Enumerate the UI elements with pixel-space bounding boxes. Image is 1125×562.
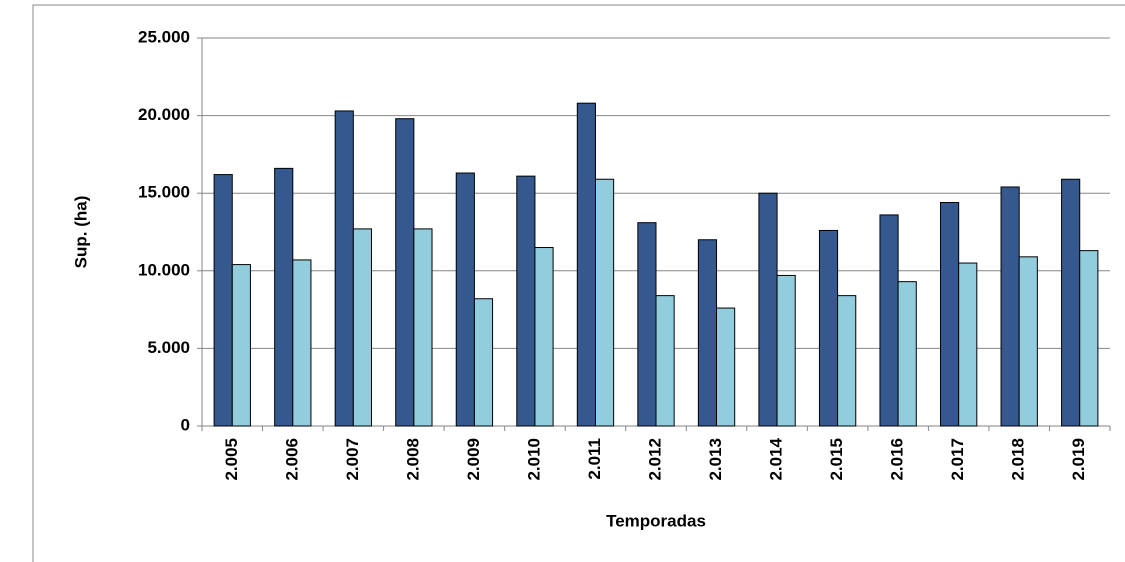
bar	[395, 118, 415, 427]
bar	[940, 202, 960, 427]
bar	[413, 228, 433, 427]
x-tick-label: 2.016	[888, 438, 907, 481]
x-tick-label: 2.015	[827, 438, 846, 481]
bar	[897, 281, 917, 427]
x-tick-label: 2.019	[1069, 438, 1088, 481]
bar	[776, 274, 796, 427]
bar	[637, 222, 657, 427]
bar	[1018, 256, 1038, 427]
x-tick-label: 2.005	[222, 438, 241, 481]
y-tick-label: 25.000	[138, 27, 190, 46]
bar	[231, 264, 251, 427]
bar	[837, 295, 857, 427]
x-tick-label: 2.012	[645, 438, 664, 481]
chart-border	[32, 4, 1125, 562]
y-tick-label: 5.000	[147, 338, 190, 357]
y-tick-label: 20.000	[138, 105, 190, 124]
x-tick-label: 2.018	[1009, 438, 1028, 481]
bar	[455, 172, 475, 427]
bar	[292, 259, 312, 427]
bar	[758, 192, 778, 427]
bar	[473, 298, 494, 427]
bar	[534, 247, 554, 427]
y-tick-label: 10.000	[138, 260, 190, 279]
x-tick-label: 2.009	[464, 438, 483, 481]
bar	[716, 307, 736, 427]
bar	[594, 178, 615, 427]
bar	[1079, 250, 1099, 427]
bar	[516, 175, 536, 427]
bar	[213, 174, 233, 427]
bar	[958, 262, 978, 427]
x-tick-label: 2.011	[585, 438, 604, 480]
bar	[352, 228, 372, 427]
bar	[879, 214, 899, 427]
bar	[274, 167, 294, 427]
bar	[334, 110, 354, 427]
bar	[818, 229, 839, 427]
x-axis-title: Temporadas	[606, 511, 706, 530]
x-tick-label: 2.014	[767, 437, 786, 480]
bar	[655, 295, 675, 427]
x-tick-label: 2.017	[948, 438, 967, 481]
bar	[697, 239, 718, 427]
x-tick-label: 2.010	[524, 438, 543, 481]
x-tick-label: 2.008	[403, 438, 422, 481]
x-tick-label: 2.007	[343, 438, 362, 481]
bar	[1000, 186, 1020, 427]
y-tick-label: 15.000	[138, 183, 190, 202]
x-tick-label: 2.006	[282, 438, 301, 481]
bar	[1061, 178, 1081, 427]
y-tick-label: 0	[181, 415, 190, 434]
y-axis-title: Sup. (ha)	[71, 196, 90, 269]
x-tick-label: 2.013	[706, 438, 725, 481]
bar	[576, 102, 596, 427]
